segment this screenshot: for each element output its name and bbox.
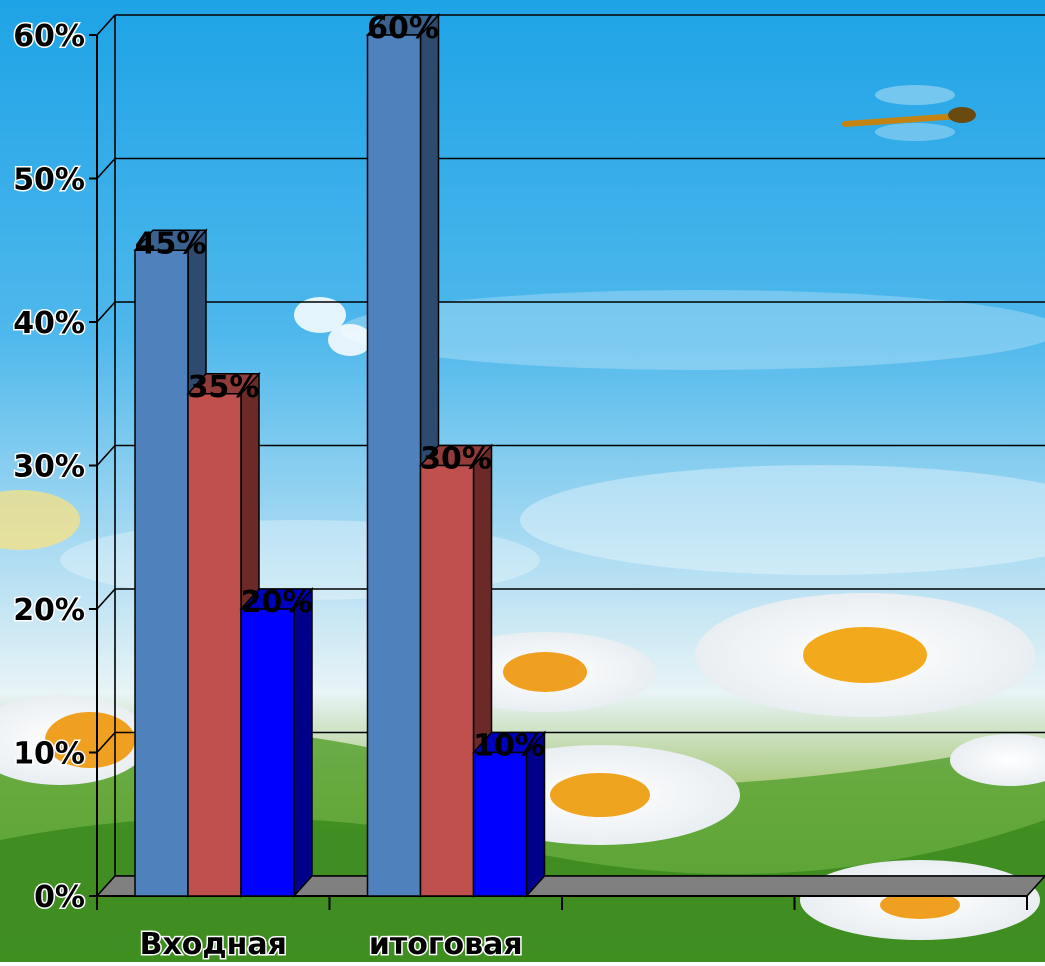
bar	[366, 34, 422, 897]
gridline	[96, 731, 116, 754]
data-label: 30%	[420, 442, 492, 477]
gridline	[96, 301, 116, 323]
daisy-icon	[0, 695, 150, 785]
chart-data-labels: 45% 35% 20% 60% 30% 10%	[135, 11, 545, 764]
y-tick-label: 30%	[13, 450, 85, 485]
bar	[240, 608, 295, 897]
chart-bars	[133, 13, 547, 898]
bar	[472, 751, 528, 897]
y-tick-label: 60%	[13, 19, 85, 54]
bar	[419, 464, 475, 897]
y-tick-label: 10%	[13, 737, 85, 772]
daisy-icon	[800, 860, 1040, 940]
butterfly-icon	[294, 297, 372, 356]
data-label: 45%	[135, 226, 207, 261]
x-category-label: итоговая	[369, 927, 523, 962]
x-category-label: Входная	[140, 927, 287, 962]
data-label: 35%	[188, 370, 260, 405]
gridline	[96, 157, 116, 180]
dragonfly-icon	[842, 85, 976, 141]
y-tick-label: 20%	[13, 593, 85, 628]
data-label: 10%	[473, 729, 545, 764]
bar	[134, 249, 189, 897]
chart-axes: 0% 10% 20% 30% 40% 50% 60% Входная итоговая	[12, 14, 1045, 964]
bar-side	[293, 587, 313, 898]
gridline	[96, 444, 116, 467]
bar	[187, 393, 242, 897]
y-tick-label: 40%	[13, 306, 85, 341]
gridline	[96, 588, 116, 610]
daisy-icon	[695, 593, 1035, 717]
data-label: 60%	[367, 11, 439, 46]
y-tick-label: 0%	[34, 880, 85, 915]
y-tick-label: 50%	[13, 163, 85, 198]
gridline	[96, 14, 116, 36]
data-label: 20%	[241, 585, 313, 620]
daisy-icon	[950, 734, 1045, 786]
